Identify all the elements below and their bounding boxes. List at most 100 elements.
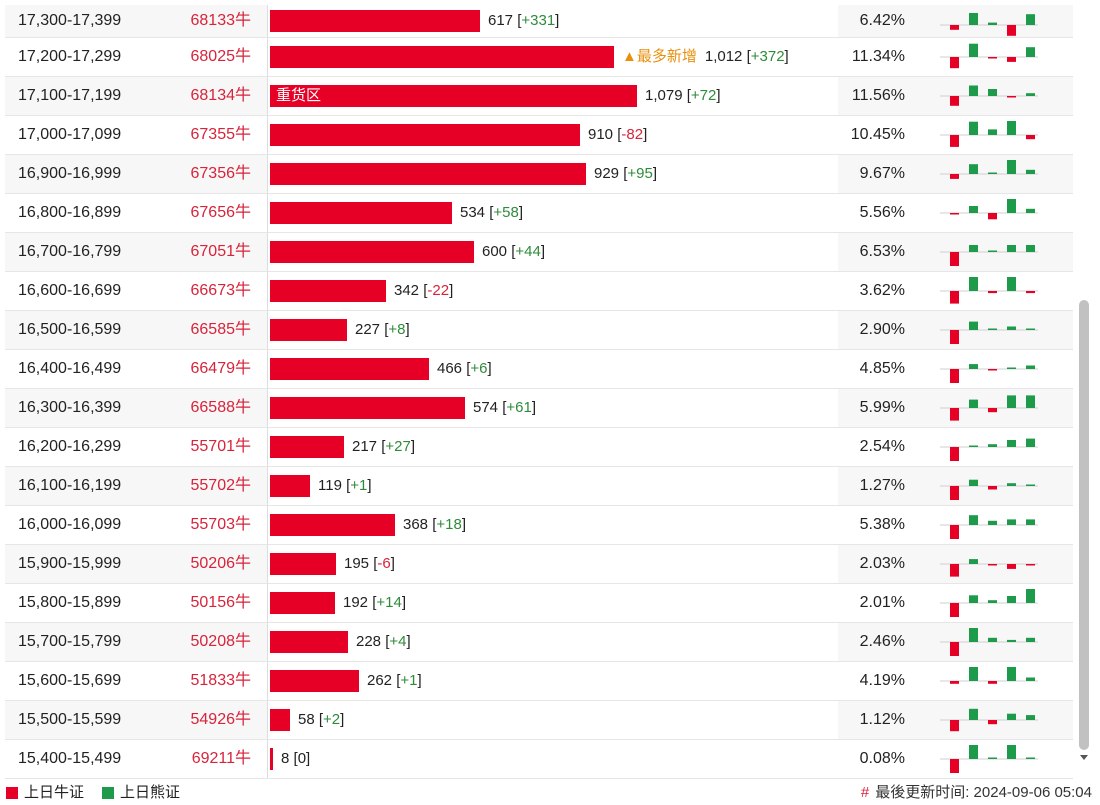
table-row[interactable]: 16,200-16,299 55701牛 217 [+27] 2.54%	[5, 428, 1073, 467]
table-row[interactable]: 17,000-17,099 67355牛 910 [-82] 10.45%	[5, 116, 1073, 155]
warrant-code-link[interactable]: 50208牛	[190, 633, 252, 650]
warrant-code-link[interactable]: 66479牛	[190, 360, 252, 377]
warrant-code-link[interactable]: 66588牛	[190, 399, 252, 416]
trend-sparkline	[940, 321, 1038, 344]
warrant-code-link[interactable]: 68133牛	[190, 12, 252, 29]
table-row[interactable]: 15,800-15,899 50156牛 192 [+14] 2.01%	[5, 584, 1073, 623]
table-row[interactable]: 16,700-16,799 67051牛 600 [+44] 6.53%	[5, 233, 1073, 272]
scrollbar-thumb[interactable]	[1079, 300, 1089, 750]
sparkline-bar	[1026, 328, 1035, 330]
table-row[interactable]: 16,600-16,699 66673牛 342 [-22] 3.62%	[5, 272, 1073, 311]
volume-bar	[270, 202, 452, 224]
sparkline-bar	[950, 642, 959, 656]
sparkline-bar	[1026, 757, 1035, 759]
trend-sparkline	[940, 199, 1038, 220]
sparkline-bar	[1007, 395, 1016, 408]
price-range: 16,700-16,799	[18, 243, 122, 260]
count-text: 262 [+1]	[367, 672, 422, 689]
warrant-code-link[interactable]: 55702牛	[190, 477, 252, 494]
sparkline-bar	[988, 681, 997, 684]
change-value: +6	[470, 360, 488, 377]
table-row[interactable]: 16,300-16,399 66588牛 574 [+61] 5.99%	[5, 389, 1073, 428]
sparkline-bar	[950, 174, 959, 179]
warrant-code-link[interactable]: 69211牛	[191, 750, 251, 767]
table-row[interactable]: 16,000-16,099 55703牛 368 [+18] 5.38%	[5, 506, 1073, 545]
count-value: 58	[298, 711, 315, 728]
sparkline-bar	[1007, 483, 1016, 486]
percent-value: 4.85%	[859, 360, 905, 377]
warrant-code-link[interactable]: 68134牛	[190, 87, 252, 104]
scroll-down-arrow-icon[interactable]	[1077, 752, 1091, 764]
bull-distribution-table: 17,300-17,399 68133牛 617 [+331] 6.42% 17,200…	[5, 5, 1073, 779]
table-row[interactable]: 16,500-16,599 66585牛 227 [+8] 2.90%	[5, 311, 1073, 350]
table-row[interactable]: 16,100-16,199 55702牛 119 [+1] 1.27%	[5, 467, 1073, 506]
legend-bear-label: 上日熊证	[120, 784, 181, 801]
price-range: 15,700-15,799	[18, 633, 122, 650]
sparkline-bar	[969, 708, 978, 720]
change-value: +8	[388, 321, 406, 338]
sparkline-bar	[950, 486, 959, 500]
sparkline-bar	[950, 135, 959, 147]
heavy-zone-label: 重货区	[276, 87, 322, 104]
table-row[interactable]: 15,900-15,999 50206牛 195 [-6] 2.03%	[5, 545, 1073, 584]
warrant-code-link[interactable]: 66585牛	[190, 321, 252, 338]
bar-cell: 910 [-82]	[267, 116, 838, 154]
price-range: 16,200-16,299	[18, 438, 122, 455]
table-row[interactable]: 17,300-17,399 68133牛 617 [+331] 6.42%	[5, 5, 1073, 38]
sparkline-bar	[1026, 677, 1035, 681]
vertical-scrollbar[interactable]	[1077, 300, 1091, 750]
sparkline-bar	[950, 96, 959, 106]
bar-cell: 368 [+18]	[267, 506, 838, 544]
warrant-code-link[interactable]: 66673牛	[190, 282, 252, 299]
warrant-code-link[interactable]: 50206牛	[190, 555, 252, 572]
trend-sparkline	[940, 277, 1038, 304]
warrant-code-link[interactable]: 55701牛	[190, 438, 252, 455]
warrant-code-link[interactable]: 50156牛	[190, 594, 252, 611]
table-row[interactable]: 15,400-15,499 69211牛 8 [0] 0.08%	[5, 740, 1073, 779]
percent-value: 2.03%	[859, 555, 905, 572]
trend-sparkline	[940, 438, 1038, 461]
warrant-code-link[interactable]: 68025牛	[190, 48, 252, 65]
table-row[interactable]: 16,800-16,899 67656牛 534 [+58] 5.56%	[5, 194, 1073, 233]
price-range: 16,100-16,199	[18, 477, 122, 494]
count-text: 1,079 [+72]	[645, 87, 721, 104]
warrant-code-link[interactable]: 51833牛	[190, 672, 252, 689]
sparkline-bar	[969, 628, 978, 642]
count-text: 227 [+8]	[355, 321, 410, 338]
sparkline-bar	[969, 321, 978, 330]
table-row[interactable]: 15,600-15,699 51833牛 262 [+1] 4.19%	[5, 662, 1073, 701]
price-range: 17,300-17,399	[18, 12, 122, 29]
trend-sparkline	[940, 121, 1038, 147]
warrant-code-link[interactable]: 54926牛	[190, 711, 252, 728]
count-value: 227	[355, 321, 381, 338]
bar-cell: 534 [+58]	[267, 194, 838, 232]
table-row[interactable]: 15,700-15,799 50208牛 228 [+4] 2.46%	[5, 623, 1073, 662]
volume-bar	[270, 10, 480, 32]
warrant-code-link[interactable]: 55703牛	[190, 516, 252, 533]
warrant-code-link[interactable]: 67356牛	[190, 165, 252, 182]
bar-cell: 228 [+4]	[267, 623, 838, 661]
table-row[interactable]: 17,100-17,199 68134牛 重货区 1,079 [+72] 11.56%	[5, 77, 1073, 116]
table-row[interactable]: 16,400-16,499 66479牛 466 [+6] 4.85%	[5, 350, 1073, 389]
change-value: -6	[377, 555, 391, 572]
table-row[interactable]: 15,500-15,599 54926牛 58 [+2] 1.12%	[5, 701, 1073, 740]
bar-cell: 227 [+8]	[267, 311, 838, 349]
sparkline-bar	[1007, 199, 1016, 213]
warrant-code-link[interactable]: 67355牛	[190, 126, 252, 143]
price-range: 16,600-16,699	[18, 282, 122, 299]
trend-sparkline	[940, 160, 1038, 179]
hash-icon: #	[860, 784, 870, 801]
warrant-code-link[interactable]: 67051牛	[190, 243, 252, 260]
percent-value: 3.62%	[859, 282, 905, 299]
sparkline-bar	[950, 759, 959, 773]
trend-sparkline	[940, 85, 1038, 106]
sparkline-bar	[1007, 121, 1016, 135]
last-updated: # 最後更新时间: 2024-09-06 05:04	[861, 784, 1092, 802]
count-text: 574 [+61]	[473, 399, 536, 416]
table-row[interactable]: 17,200-17,299 68025牛 ▲最多新增 1,012 [+372] 11.3…	[5, 38, 1073, 77]
sparkline-bar	[988, 328, 997, 330]
table-row[interactable]: 16,900-16,999 67356牛 929 [+95] 9.67%	[5, 155, 1073, 194]
sparkline-bar	[988, 291, 997, 294]
trend-sparkline	[940, 364, 1038, 383]
warrant-code-link[interactable]: 67656牛	[190, 204, 252, 221]
